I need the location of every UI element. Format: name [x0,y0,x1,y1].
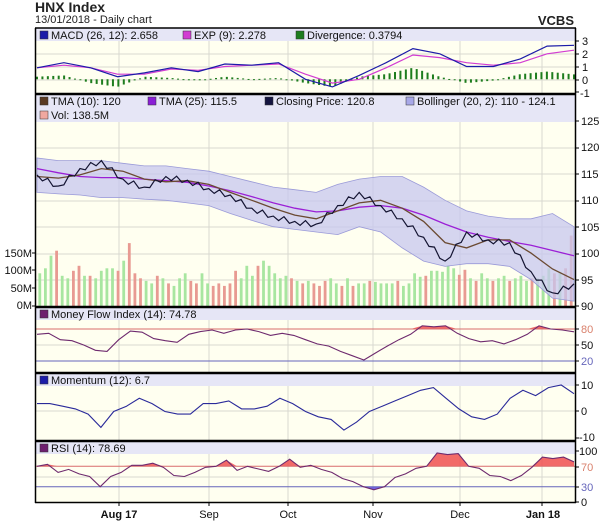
momentum-legend-label: Momentum (12): 6.7 [51,375,150,387]
rsi-swatch-icon [39,443,49,453]
svg-text:20: 20 [581,356,593,368]
x-label-nov: Nov [363,509,383,521]
x-label-dec: Dec [450,509,470,521]
tma10-swatch-icon [39,96,49,106]
vol-swatch-icon [39,110,49,120]
svg-text:100: 100 [581,248,599,260]
divergence-swatch-icon [295,30,305,40]
svg-text:50M: 50M [11,283,32,295]
svg-text:-10: -10 [579,432,595,444]
mfi-swatch-icon [39,309,49,319]
svg-text:0: 0 [581,406,587,418]
vol-legend-label: Vol: 138.5M [51,110,109,122]
svg-text:120: 120 [581,142,599,154]
macd-legend-label: MACD (26, 12): 2.658 [51,30,158,42]
svg-text:95: 95 [581,275,593,287]
x-label-sep: Sep [199,509,219,521]
svg-text:-1: -1 [580,88,590,100]
tma25-swatch-icon [147,96,157,106]
panel-frames [34,27,577,504]
svg-text:30: 30 [581,482,593,494]
svg-text:3: 3 [582,36,588,48]
svg-text:2: 2 [582,49,588,61]
svg-text:1: 1 [582,62,588,74]
mfi-y-axis: 80 50 20 [581,324,593,368]
tma10-legend-label: TMA (10): 120 [51,96,121,108]
macd-legend: MACD (26, 12): 2.658 EXP (9): 2.278 Dive… [39,30,402,42]
x-axis: Aug 17 Sep Oct Nov Dec Jan 18 [101,509,560,521]
svg-text:105: 105 [581,222,599,234]
exp-legend-label: EXP (9): 2.278 [194,30,266,42]
volume-y-axis: 150M 100M 50M 0M [4,248,32,312]
price-legend: TMA (10): 120 TMA (25): 115.5 Closing Pr… [39,96,556,122]
macd-swatch-icon [39,30,49,40]
price-y-axis: 125 120 115 110 105 100 95 90 [581,116,599,313]
rsi-y-axis: 100 70 30 0 [579,446,597,509]
svg-text:125: 125 [581,116,599,128]
brand-label: VCBS [537,13,574,28]
momentum-y-axis: 10 0 -10 [579,380,595,444]
macd-y-axis: 3 2 1 0 -1 [580,36,590,100]
bollinger-legend-label: Bollinger (20, 2): 110 - 124.1 [417,96,556,108]
momentum-legend: Momentum (12): 6.7 [39,375,150,387]
svg-text:80: 80 [581,324,593,336]
rsi-legend-label: RSI (14): 78.69 [51,443,126,455]
svg-text:110: 110 [581,195,599,207]
svg-text:90: 90 [581,301,593,313]
rsi-legend: RSI (14): 78.69 [39,443,126,455]
svg-text:10: 10 [581,380,593,392]
bollinger-swatch-icon [405,96,415,106]
x-label-aug17: Aug 17 [101,509,138,521]
svg-text:0M: 0M [17,300,32,312]
exp-swatch-icon [182,30,192,40]
mfi-legend: Money Flow Index (14): 74.78 [39,309,197,321]
svg-text:0: 0 [582,75,588,87]
tma25-legend-label: TMA (25): 115.5 [159,96,237,108]
svg-text:100M: 100M [4,265,32,277]
svg-text:115: 115 [581,169,599,181]
svg-text:0: 0 [581,497,587,509]
svg-text:70: 70 [581,462,593,474]
chart-subtitle: 13/01/2018 - Daily chart [35,14,152,26]
x-label-oct: Oct [279,509,296,521]
svg-text:100: 100 [579,446,597,458]
x-label-jan18: Jan 18 [526,509,560,521]
mfi-legend-label: Money Flow Index (14): 74.78 [51,309,197,321]
momentum-swatch-icon [39,375,49,385]
close-legend-label: Closing Price: 120.8 [276,96,374,108]
svg-text:150M: 150M [4,248,32,260]
svg-text:50: 50 [581,340,593,352]
series-layer [36,44,575,491]
axis-ticks [32,40,579,506]
close-swatch-icon [264,96,274,106]
divergence-legend-label: Divergence: 0.3794 [307,30,402,42]
chart-title: HNX Index [35,0,106,15]
